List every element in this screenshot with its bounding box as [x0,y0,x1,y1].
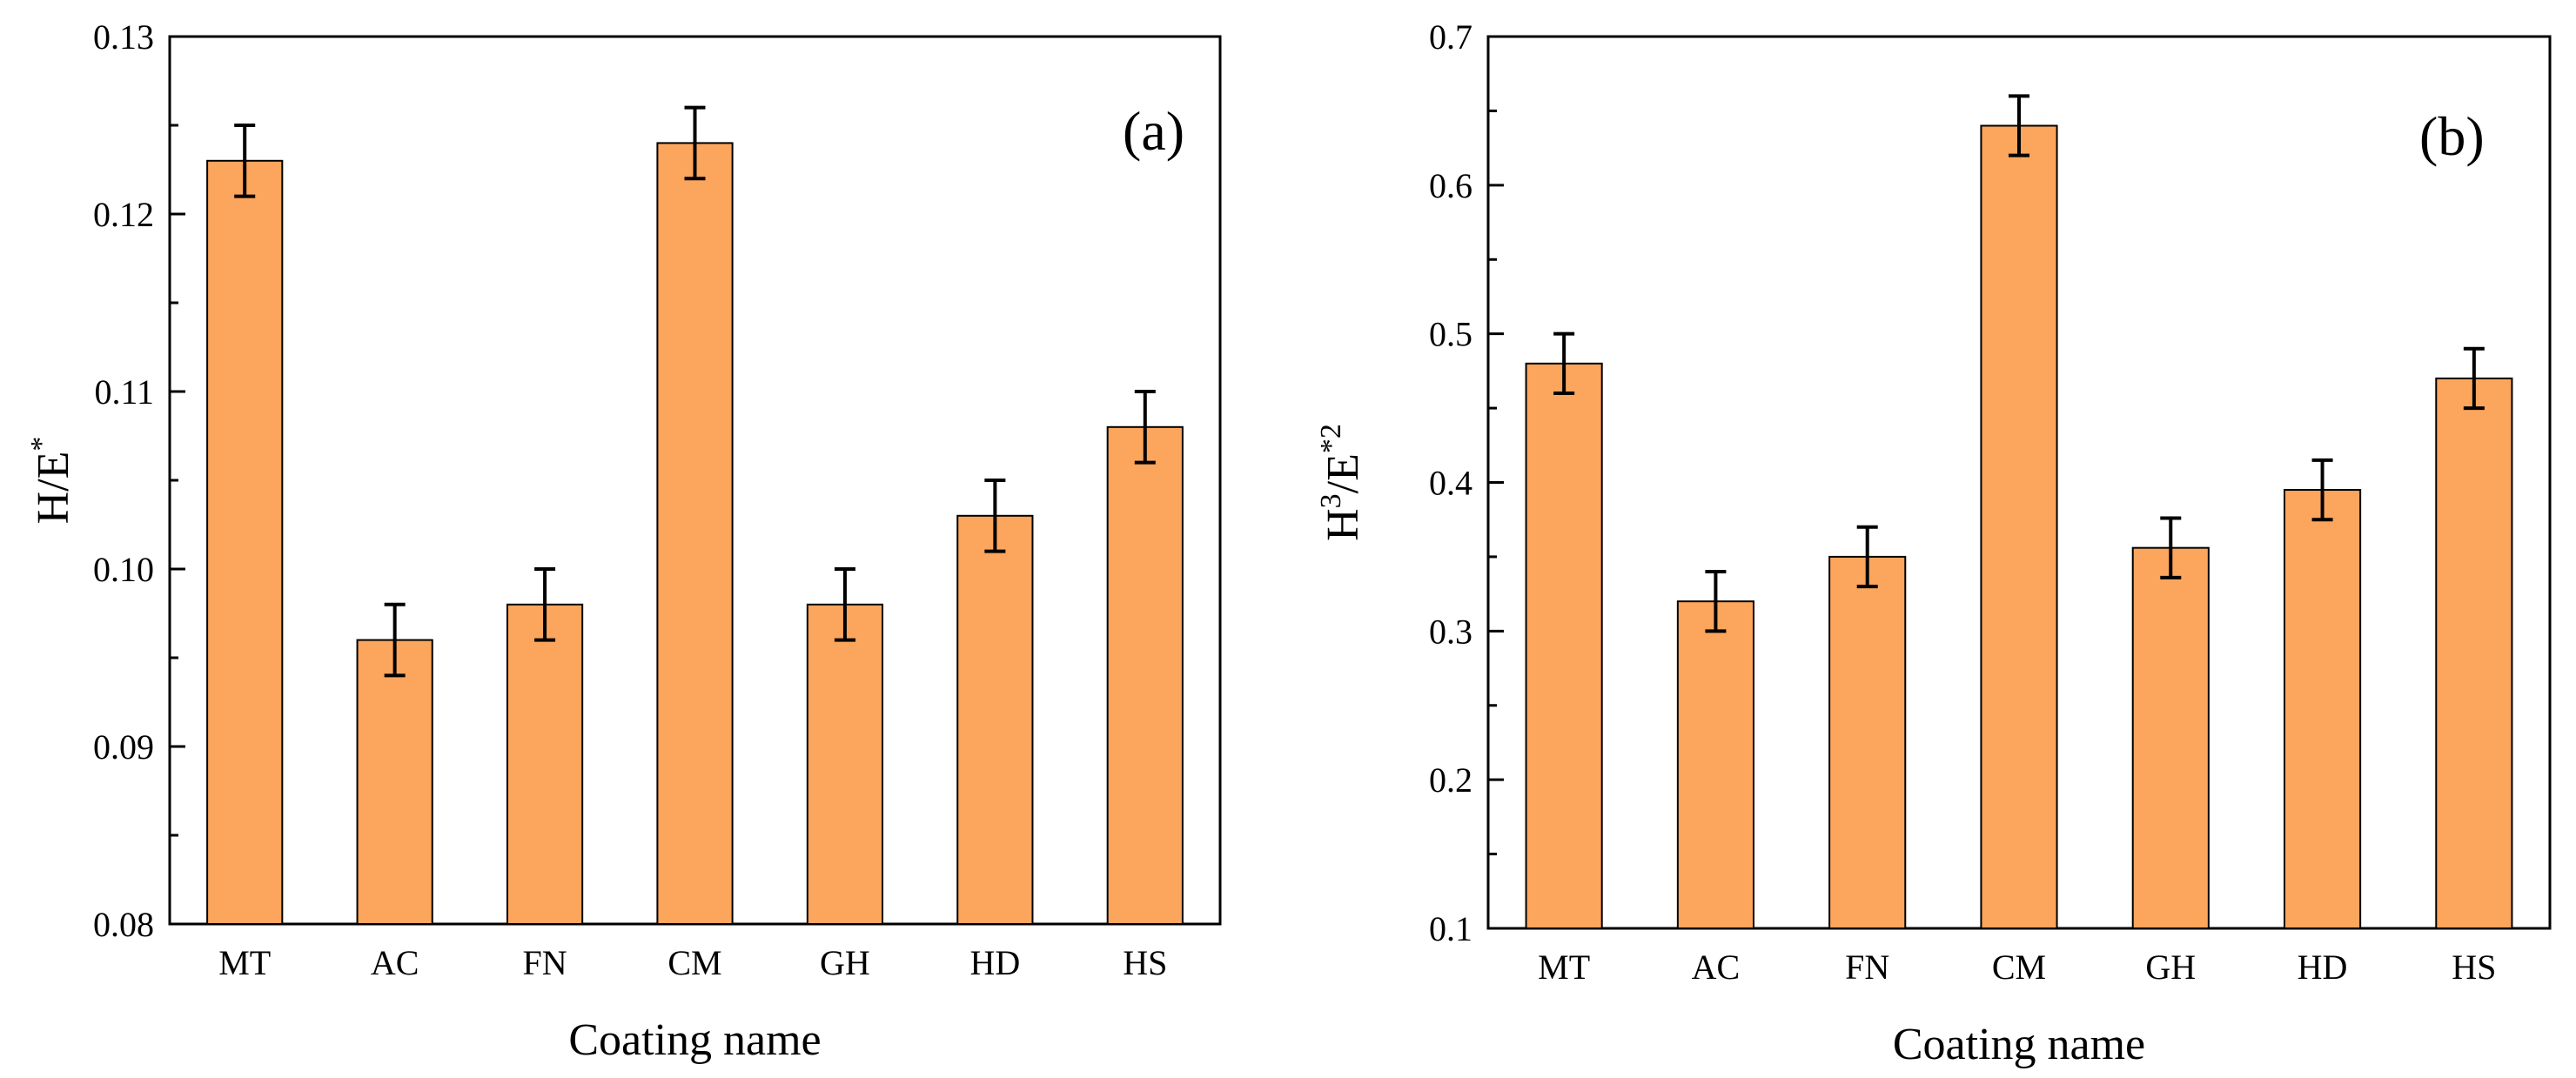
x-tick-label: MT [1538,947,1590,987]
bar-gh [806,603,884,925]
bar-hs [1106,425,1184,925]
bar-mt [206,159,284,926]
x-tick-label: HS [2452,947,2496,987]
y-tick-label: 0.1 [1429,909,1472,948]
x-tick-label: HS [1123,943,1167,982]
panel-label-a: (a) [1123,100,1184,162]
bars-b [1525,94,2513,930]
bar-ac [356,639,433,925]
y-axis-b: 0.1 0.2 0.3 0.4 0.5 0.6 0.7 [1429,17,1504,948]
y-tick-label: 0.3 [1429,612,1472,651]
bar-cm [656,142,734,925]
bar-cm [1980,124,2058,929]
y-axis-title-a: H/E* [25,437,78,525]
y-tick-label: 0.7 [1429,17,1472,57]
y-axis-title-sup-a: * [25,437,57,452]
y-axis-a: 0.08 0.09 0.10 0.11 0.12 0.13 [93,17,185,944]
y-axis-title-main-a: H/E [29,452,78,525]
y-tick-label: 0.08 [93,905,154,944]
y-tick-label: 0.09 [93,727,154,767]
bar-ac [1676,600,1755,930]
x-axis-title-a: Coating name [568,1015,821,1065]
y-axis-title-sup2-b: *2 [1315,424,1347,453]
x-tick-label: FN [523,943,567,982]
bar-fn [506,603,584,925]
x-tick-label: FN [1845,947,1889,987]
y-axis-title-main-b: H [1318,508,1368,541]
bar-mt [1525,362,1603,930]
chart-panel-a: 0.080.090.100.110.120.13 MT AC FN CM GH HD HS … [25,17,1222,1065]
y-axis-title-rest-b: /E [1318,453,1368,493]
x-tick-label: CM [1992,947,2046,987]
x-axis-b: MT AC FN CM GH HD HS [1538,916,2496,987]
bar-hs [2435,377,2513,929]
bars-a [206,105,1184,926]
x-tick-label: HD [969,943,1020,982]
y-tick-label: 0.13 [93,17,154,57]
x-tick-label: MT [218,943,271,982]
x-axis-a: MT AC FN CM GH HD HS [218,912,1167,982]
y-tick-label: 0.12 [93,195,154,234]
x-tick-label: AC [1692,947,1741,987]
y-tick-label: 0.11 [94,372,154,412]
y-tick-label: 0.6 [1429,166,1472,205]
x-tick-label: GH [2145,947,2196,987]
bar-hd [956,514,1034,925]
x-axis-title-b: Coating name [1893,1020,2145,1069]
chart-panel-b: 0.1 0.2 0.3 0.4 0.5 0.6 0.7 MT AC FN CM GH HD HS (b)… [1315,17,2552,1069]
bar-gh [2131,546,2210,930]
y-tick-label: 0.5 [1429,315,1472,354]
x-tick-label: HD [2298,947,2348,987]
bar-hd [2284,489,2362,930]
y-axis-title-sup-b: 3 [1315,493,1347,508]
y-axis-title-b: H3/E*2 [1315,424,1368,541]
x-tick-label: CM [667,943,721,982]
y-tick-label: 0.2 [1429,760,1472,800]
x-tick-label: AC [371,943,419,982]
panel-label-b: (b) [2419,105,2485,167]
y-tick-label: 0.10 [93,550,154,589]
y-tick-label: 0.4 [1429,464,1472,503]
bar-fn [1828,555,1907,930]
x-tick-label: GH [820,943,870,982]
